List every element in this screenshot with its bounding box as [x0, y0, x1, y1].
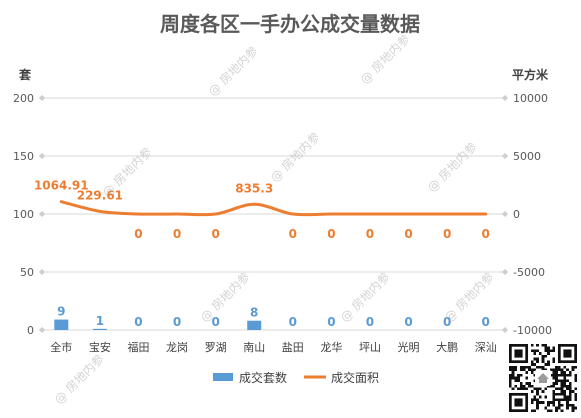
bar-value-label-8: 0: [366, 315, 374, 329]
bar-value-label-2: 0: [134, 315, 142, 329]
line-value-label-9: 0: [404, 227, 412, 241]
x-tick-label-11: 深汕: [475, 341, 497, 354]
legend-label-line: 成交面积: [331, 370, 379, 385]
x-tick-label-3: 龙岗: [166, 341, 188, 354]
bar-value-label-1: 1: [96, 314, 104, 328]
bar-0: [54, 319, 69, 330]
line-value-label-11: 0: [482, 227, 490, 241]
qr-logo-house-icon: [537, 373, 549, 383]
line-value-label-5: 835.3: [235, 181, 273, 195]
bar-value-label-7: 0: [327, 315, 335, 329]
x-tick-label-6: 盐田: [282, 341, 304, 354]
line-value-label-2: 0: [134, 227, 142, 241]
y-left-tick-label-2: 100: [13, 208, 34, 221]
line-value-label-7: 0: [327, 227, 335, 241]
x-tick-label-5: 南山: [243, 341, 265, 354]
axis-tick-labels: 050100150200-10000-50000500010000全市 宝安 福田龙…: [13, 92, 552, 354]
y-right-tick-label-0: -10000: [513, 324, 552, 337]
bar-value-label-5: 8: [250, 306, 258, 320]
legend-label-bar: 成交套数: [239, 370, 287, 385]
line-series: [59, 200, 488, 217]
bar-value-label-4: 0: [211, 315, 219, 329]
y-left-tick-label-0: 0: [27, 324, 34, 337]
chart-title: 周度各区一手办公成交量数据: [160, 12, 420, 36]
bar-value-label-6: 0: [289, 315, 297, 329]
gridline-marker-3-0: [38, 152, 46, 160]
gridline-marker-4-0: [38, 94, 46, 102]
bar-value-label-3: 0: [173, 315, 181, 329]
line-value-label-3: 0: [173, 227, 181, 241]
y-right-tick-label-3: 5000: [513, 150, 541, 163]
legend: 成交套数 成交面积: [213, 370, 379, 385]
y-right-tick-label-4: 10000: [513, 92, 548, 105]
x-tick-label-1: 宝安: [89, 340, 111, 354]
y-left-tick-label-4: 200: [13, 92, 34, 105]
y-right-tick-label-2: 0: [513, 208, 520, 221]
qr-finder-eye-2: [514, 398, 523, 407]
legend-swatch-bar: [213, 373, 233, 381]
y-axis-right-unit: 平方米: [512, 67, 549, 82]
y-left-tick-label-3: 150: [13, 150, 34, 163]
line-value-label-6: 0: [289, 227, 297, 241]
y-left-tick-label-1: 50: [20, 266, 34, 279]
line-value-label-8: 0: [366, 227, 374, 241]
line-path: [59, 200, 488, 217]
line-value-label-10: 0: [443, 227, 451, 241]
line-value-label-0: 1064.91: [34, 179, 89, 193]
bar-value-label-11: 0: [482, 315, 490, 329]
bar-5: [247, 320, 262, 330]
x-tick-label-7: 龙华: [320, 340, 342, 354]
bar-series: [54, 319, 262, 330]
x-tick-label-0: 全市: [50, 340, 72, 354]
x-tick-label-10: 大鹏: [436, 340, 458, 354]
y-right-tick-label-1: -5000: [513, 266, 545, 279]
x-tick-label-9: 光明: [398, 340, 420, 354]
line-value-label-1: 229.61: [77, 188, 123, 202]
qr-finder-eye-0: [514, 349, 523, 358]
qr-code: [509, 344, 577, 412]
gridline-marker-2-0: [38, 210, 46, 218]
bar-value-label-0: 9: [57, 305, 65, 319]
x-tick-label-2: 福田: [127, 340, 149, 354]
gridline-marker-0-1: [501, 326, 509, 334]
bar-1: [92, 328, 107, 330]
bar-value-label-10: 0: [443, 315, 451, 329]
x-tick-label-4: 罗湖: [205, 341, 227, 354]
bar-value-label-9: 0: [404, 315, 412, 329]
y-axis-left-unit: 套: [18, 67, 32, 82]
line-value-label-4: 0: [211, 227, 219, 241]
qr-finder-eye-1: [563, 349, 572, 358]
gridline-marker-1-1: [501, 268, 509, 276]
x-tick-label-8: 坪山: [359, 341, 381, 354]
